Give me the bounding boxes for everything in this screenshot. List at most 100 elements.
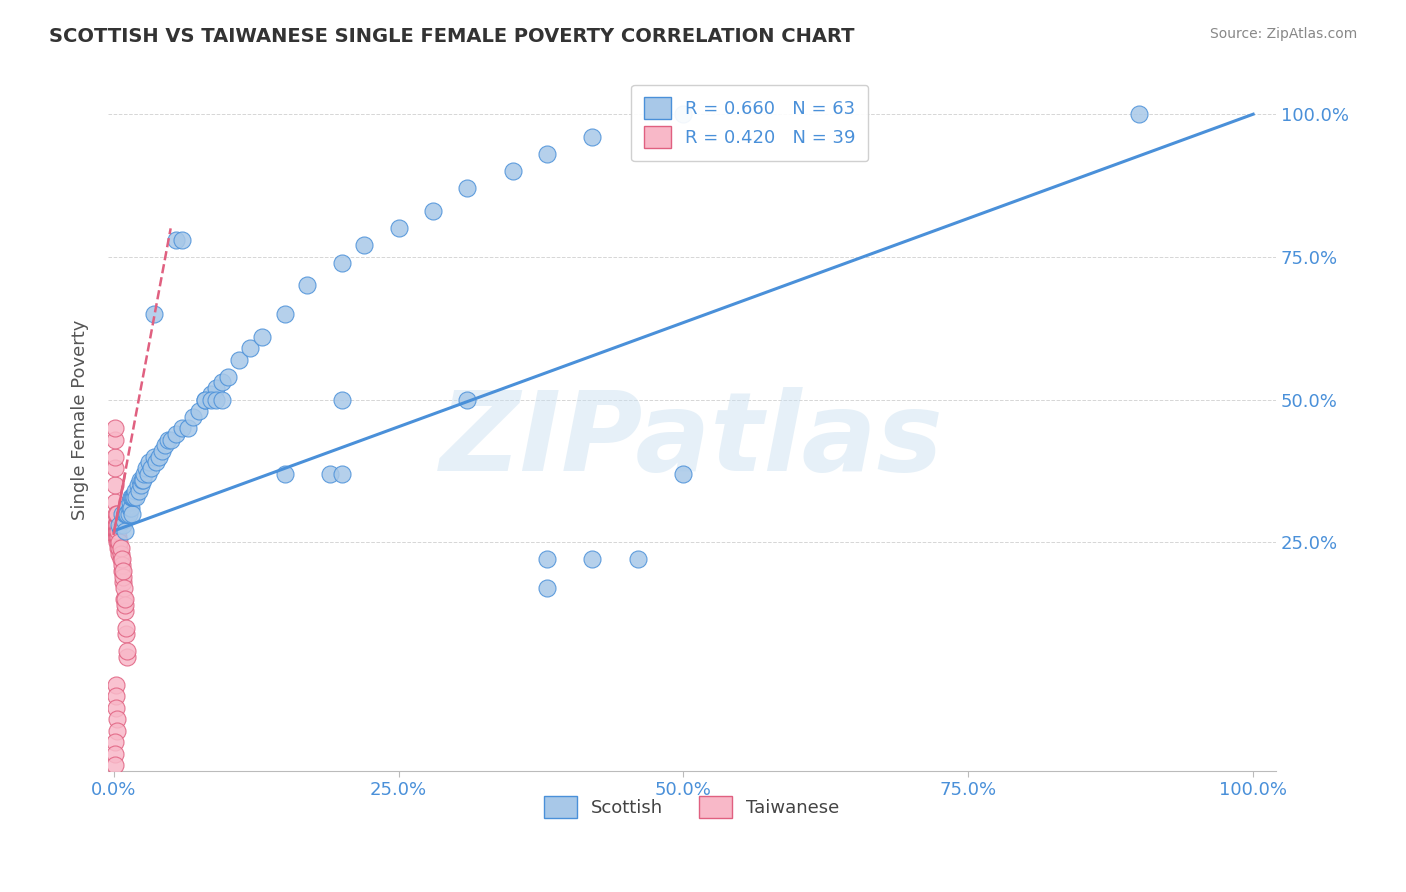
Point	[122, 490, 145, 504]
Point	[105, 530, 128, 544]
Point	[104, 690, 127, 704]
Point	[111, 575, 134, 590]
Point	[121, 507, 143, 521]
Point	[273, 467, 295, 481]
Point	[217, 369, 239, 384]
Point	[115, 507, 138, 521]
Point	[107, 541, 129, 555]
Point	[105, 535, 128, 549]
Point	[353, 238, 375, 252]
Point	[107, 535, 129, 549]
Point	[108, 547, 131, 561]
Point	[239, 341, 262, 355]
Point	[422, 204, 444, 219]
Point	[117, 649, 139, 664]
Point	[330, 467, 353, 481]
Point	[104, 701, 127, 715]
Point	[104, 524, 127, 538]
Point	[250, 330, 273, 344]
Point	[205, 381, 228, 395]
Point	[104, 512, 127, 526]
Point	[104, 518, 127, 533]
Point	[111, 564, 134, 578]
Point	[110, 541, 132, 555]
Point	[211, 376, 233, 390]
Point	[112, 592, 135, 607]
Point	[581, 552, 603, 566]
Point	[273, 307, 295, 321]
Point	[104, 461, 127, 475]
Point	[114, 507, 136, 521]
Point	[111, 558, 134, 573]
Point	[581, 130, 603, 145]
Point	[150, 444, 173, 458]
Point	[387, 221, 409, 235]
Point	[122, 490, 145, 504]
Legend: Scottish, Taiwanese: Scottish, Taiwanese	[537, 789, 846, 825]
Point	[136, 467, 159, 481]
Text: SCOTTISH VS TAIWANESE SINGLE FEMALE POVERTY CORRELATION CHART: SCOTTISH VS TAIWANESE SINGLE FEMALE POVE…	[49, 27, 855, 45]
Point	[105, 518, 128, 533]
Point	[297, 278, 319, 293]
Point	[194, 392, 217, 407]
Point	[330, 255, 353, 269]
Point	[107, 530, 129, 544]
Point	[108, 518, 131, 533]
Point	[142, 450, 165, 464]
Point	[104, 678, 127, 692]
Point	[105, 712, 128, 726]
Point	[129, 478, 152, 492]
Point	[114, 524, 136, 538]
Point	[108, 535, 131, 549]
Point	[177, 421, 200, 435]
Point	[105, 524, 128, 538]
Point	[536, 552, 558, 566]
Point	[117, 507, 139, 521]
Point	[114, 592, 136, 607]
Point	[125, 490, 148, 504]
Point	[111, 518, 134, 533]
Point	[104, 747, 127, 761]
Point	[107, 524, 129, 538]
Point	[104, 518, 127, 533]
Point	[104, 433, 127, 447]
Point	[112, 512, 135, 526]
Point	[120, 490, 142, 504]
Point	[134, 467, 156, 481]
Point	[121, 490, 143, 504]
Point	[153, 438, 176, 452]
Point	[111, 564, 134, 578]
Point	[127, 478, 149, 492]
Point	[194, 392, 217, 407]
Point	[200, 392, 222, 407]
Point	[165, 426, 187, 441]
Point	[111, 507, 134, 521]
Point	[108, 541, 131, 555]
Point	[120, 501, 142, 516]
Point	[131, 473, 153, 487]
Y-axis label: Single Female Poverty: Single Female Poverty	[72, 319, 89, 520]
Point	[228, 352, 250, 367]
Point	[170, 233, 193, 247]
Point	[118, 501, 141, 516]
Point	[170, 421, 193, 435]
Point	[115, 621, 138, 635]
Point	[188, 404, 211, 418]
Point	[105, 524, 128, 538]
Point	[111, 569, 134, 583]
Point	[104, 478, 127, 492]
Point	[128, 473, 150, 487]
Point	[105, 723, 128, 738]
Point	[159, 433, 181, 447]
Point	[128, 483, 150, 498]
Point	[672, 467, 695, 481]
Point	[183, 409, 205, 424]
Point	[157, 433, 180, 447]
Text: ZIPatlas: ZIPatlas	[440, 387, 943, 494]
Point	[104, 758, 127, 772]
Point	[104, 524, 127, 538]
Point	[330, 392, 353, 407]
Point	[145, 455, 167, 469]
Point	[124, 483, 146, 498]
Point	[138, 455, 160, 469]
